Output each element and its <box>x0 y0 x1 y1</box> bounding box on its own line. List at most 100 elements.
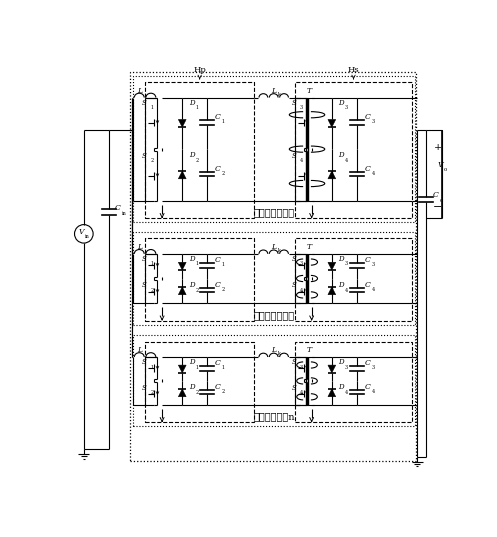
Polygon shape <box>328 287 335 295</box>
Text: Hp: Hp <box>193 66 206 74</box>
Text: 2: 2 <box>151 390 154 395</box>
Text: C: C <box>215 256 221 264</box>
Text: L: L <box>271 86 276 95</box>
Text: 4: 4 <box>371 287 374 292</box>
Text: T: T <box>307 346 312 354</box>
Text: S: S <box>291 255 296 263</box>
Bar <box>295 82 413 219</box>
Polygon shape <box>328 263 335 270</box>
Polygon shape <box>178 120 186 127</box>
Polygon shape <box>328 171 335 179</box>
Text: V: V <box>79 228 84 236</box>
Text: C: C <box>215 359 221 367</box>
Text: 2: 2 <box>195 287 198 293</box>
Text: 3: 3 <box>300 105 303 110</box>
Text: k: k <box>278 351 281 357</box>
Polygon shape <box>328 365 335 373</box>
Bar <box>130 72 416 461</box>
Text: C: C <box>364 281 370 289</box>
Text: S: S <box>142 152 147 160</box>
Bar <box>295 238 413 321</box>
Text: Hs: Hs <box>348 66 359 74</box>
Text: 3: 3 <box>345 105 348 110</box>
Text: D: D <box>189 99 194 107</box>
Text: L: L <box>137 86 142 95</box>
Text: 3: 3 <box>345 262 348 266</box>
Text: 2: 2 <box>195 390 198 395</box>
Text: S: S <box>291 152 296 160</box>
Text: D: D <box>189 151 194 159</box>
Text: 1: 1 <box>222 262 225 267</box>
Text: D: D <box>338 255 344 263</box>
Text: C: C <box>115 204 121 212</box>
Text: 4: 4 <box>345 390 348 395</box>
Text: D: D <box>338 383 344 391</box>
Text: C: C <box>215 383 221 391</box>
Text: S: S <box>291 281 296 289</box>
Text: 3: 3 <box>371 365 374 370</box>
Bar <box>133 76 415 222</box>
Text: L: L <box>271 243 276 251</box>
Text: o: o <box>444 168 447 172</box>
Text: C: C <box>364 383 370 391</box>
Text: D: D <box>189 383 194 391</box>
Text: T: T <box>307 86 312 95</box>
Text: 4: 4 <box>300 390 303 395</box>
Text: 1: 1 <box>222 365 225 370</box>
Text: 3: 3 <box>371 262 374 267</box>
Text: 1: 1 <box>151 262 154 266</box>
Polygon shape <box>178 171 186 179</box>
Bar <box>145 342 254 423</box>
Text: C: C <box>215 165 221 173</box>
Text: C: C <box>433 191 439 199</box>
Text: 移相单路单元n: 移相单路单元n <box>253 412 295 422</box>
Text: 2: 2 <box>222 287 225 292</box>
Text: 2: 2 <box>151 287 154 293</box>
Text: L: L <box>271 346 276 354</box>
Polygon shape <box>328 120 335 127</box>
Text: k: k <box>278 248 281 253</box>
Text: 1: 1 <box>151 105 154 110</box>
Text: C: C <box>215 281 221 289</box>
Text: D: D <box>189 255 194 263</box>
Text: S: S <box>291 99 296 107</box>
Text: o: o <box>439 198 443 203</box>
Bar <box>133 336 415 426</box>
Bar <box>295 342 413 423</box>
Text: L: L <box>137 243 142 251</box>
Polygon shape <box>178 263 186 270</box>
Text: S: S <box>142 384 147 392</box>
Text: 4: 4 <box>371 389 374 394</box>
Text: D: D <box>189 358 194 366</box>
Text: 1: 1 <box>195 105 198 110</box>
Text: 3: 3 <box>300 365 303 369</box>
Text: k: k <box>278 92 281 97</box>
Polygon shape <box>178 287 186 295</box>
Text: C: C <box>364 256 370 264</box>
Text: in: in <box>84 235 89 240</box>
Bar <box>145 238 254 321</box>
Text: 4: 4 <box>300 158 303 163</box>
Text: S: S <box>142 281 147 289</box>
Text: 3: 3 <box>345 365 348 369</box>
Text: 2: 2 <box>151 158 154 163</box>
Text: T: T <box>307 243 312 251</box>
Text: S: S <box>142 255 147 263</box>
Polygon shape <box>178 389 186 397</box>
Text: 2: 2 <box>222 389 225 394</box>
Text: 4: 4 <box>345 158 348 163</box>
Text: S: S <box>142 99 147 107</box>
Text: 3: 3 <box>300 262 303 266</box>
Text: L: L <box>137 346 142 354</box>
Text: C: C <box>364 113 370 121</box>
Text: 1: 1 <box>195 262 198 266</box>
Text: 2: 2 <box>195 158 198 163</box>
Text: 移相单路单元二: 移相单路单元二 <box>253 311 295 320</box>
Text: C: C <box>215 113 221 121</box>
Bar <box>145 82 254 219</box>
Text: +: + <box>434 143 442 152</box>
Text: 1: 1 <box>222 119 225 124</box>
Text: in: in <box>122 211 127 215</box>
Polygon shape <box>178 365 186 373</box>
Text: 1: 1 <box>195 365 198 369</box>
